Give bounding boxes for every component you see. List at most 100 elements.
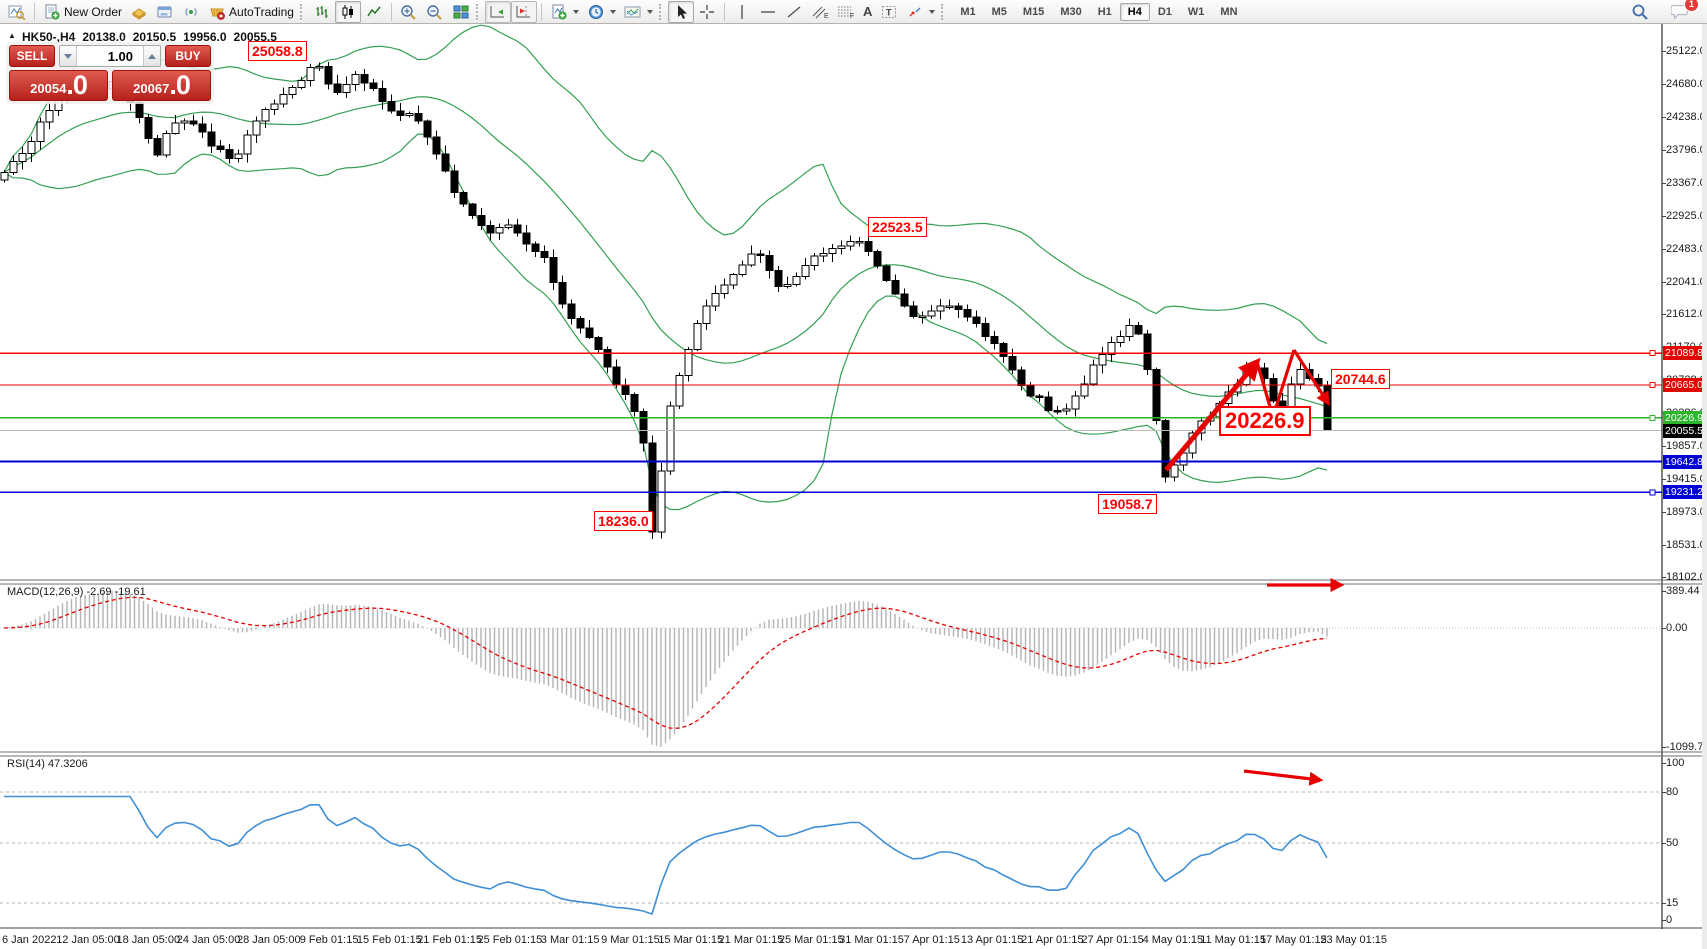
trendline-button[interactable] xyxy=(781,1,807,23)
time-axis-label[interactable]: 7 Apr 01:15 xyxy=(903,934,960,946)
time-axis-label[interactable]: 15 Mar 01:15 xyxy=(658,934,724,946)
macd-signal-line xyxy=(3,596,1328,729)
price-level-label[interactable]: 19642.8 xyxy=(1663,454,1706,469)
zoom-out-button[interactable] xyxy=(422,1,448,23)
time-axis-label[interactable]: 15 Feb 01:15 xyxy=(356,934,422,946)
indicators-button[interactable] xyxy=(546,1,583,23)
timeframe-M5[interactable]: M5 xyxy=(991,5,1007,18)
time-axis-label[interactable]: 12 Jan 05:00 xyxy=(56,934,120,946)
chart-region[interactable]: ▲ HK50-,H4 20138.0 20150.5 19956.0 20055… xyxy=(0,24,1707,949)
price-annotation-label[interactable]: 19058.7 xyxy=(1098,494,1157,514)
market-depth-button[interactable] xyxy=(126,1,152,23)
volume-decrease-button[interactable] xyxy=(60,46,77,66)
one-click-collapse-icon[interactable]: ▲ xyxy=(8,31,16,40)
zoom-out-icon xyxy=(426,4,444,20)
autotrading-button[interactable]: AutoTrading xyxy=(204,1,298,23)
price-tick-dash xyxy=(1662,577,1666,579)
price-annotation-label[interactable]: 20226.9 xyxy=(1219,406,1311,436)
vertical-line-button[interactable] xyxy=(729,1,755,23)
time-axis-label[interactable]: 13 Apr 01:15 xyxy=(960,934,1024,946)
template-icon xyxy=(624,4,642,20)
time-axis-label[interactable]: 6 Jan 2022 xyxy=(2,934,57,946)
templates-button[interactable] xyxy=(620,1,657,23)
arrows-tool-button[interactable] xyxy=(902,1,939,23)
indicator-tick-dash xyxy=(1662,591,1666,592)
timeframe-MN[interactable]: MN xyxy=(1220,5,1238,18)
fibonacci-icon: F xyxy=(837,4,855,20)
timeframe-M1[interactable]: M1 xyxy=(960,5,976,18)
time-axis-label[interactable]: 21 Feb 01:15 xyxy=(417,934,483,946)
time-axis-label[interactable]: 21 Mar 01:15 xyxy=(718,934,784,946)
time-axis-label[interactable]: 25 Feb 01:15 xyxy=(477,934,543,946)
strategy-tester-button[interactable] xyxy=(152,1,178,23)
price-annotation-label[interactable]: 18236.0 xyxy=(594,511,653,531)
price-level-label[interactable]: 19231.2 xyxy=(1663,485,1706,500)
fibonacci-button[interactable]: F xyxy=(833,1,859,23)
time-axis-label[interactable]: 27 Apr 01:15 xyxy=(1081,934,1144,946)
zoom-in-button[interactable] xyxy=(396,1,422,23)
price-annotation-label[interactable]: 25058.8 xyxy=(248,41,307,61)
price-tick-dash xyxy=(1662,478,1666,480)
time-axis-label[interactable]: 17 May 01:15 xyxy=(1260,934,1327,946)
text-label-button[interactable]: T xyxy=(876,1,902,23)
time-axis-label[interactable]: 3 Mar 01:15 xyxy=(540,934,600,946)
tile-windows-button[interactable] xyxy=(448,1,474,23)
buy-button[interactable]: BUY xyxy=(165,45,211,67)
timeframe-H4[interactable]: H4 xyxy=(1119,2,1150,21)
price-tick-dash xyxy=(1662,150,1666,152)
time-axis-label[interactable]: 25 Mar 01:15 xyxy=(778,934,844,946)
candlestick-chart-icon xyxy=(339,4,357,20)
time-axis-label[interactable]: 28 Jan 05:00 xyxy=(236,934,301,946)
time-axis-label[interactable]: 9 Mar 01:15 xyxy=(601,934,660,946)
high-value: 20150.5 xyxy=(132,30,177,44)
periods-button[interactable] xyxy=(583,1,620,23)
timeframe-M30[interactable]: M30 xyxy=(1060,5,1082,18)
dropdown-caret xyxy=(929,9,936,14)
new-order-button[interactable]: New Order xyxy=(39,1,126,23)
price-level-label[interactable]: 21089.8 xyxy=(1663,346,1706,361)
time-axis-label[interactable]: 9 Feb 01:15 xyxy=(299,934,359,946)
signals-button[interactable] xyxy=(178,1,204,23)
time-axis-label[interactable]: 23 May 01:15 xyxy=(1320,934,1387,946)
volume-input[interactable] xyxy=(77,46,143,66)
auto-scroll-icon xyxy=(489,4,507,20)
horizontal-line-button[interactable] xyxy=(755,1,781,23)
toolbar-grip xyxy=(299,3,305,20)
one-click-trading-panel: SELL BUY 20054.0 20067.0 xyxy=(6,42,214,104)
separator xyxy=(34,2,35,21)
time-axis-label[interactable]: 24 Jan 05:00 xyxy=(176,934,241,946)
search-button[interactable] xyxy=(1627,1,1653,23)
sell-button[interactable]: SELL xyxy=(9,45,55,67)
buy-price-display[interactable]: 20067.0 xyxy=(112,70,211,101)
price-level-label[interactable]: 20226.9 xyxy=(1663,410,1706,425)
crosshair-button[interactable] xyxy=(694,1,720,23)
auto-scroll-button[interactable] xyxy=(484,0,511,23)
timeframe-H1[interactable]: H1 xyxy=(1097,5,1112,18)
time-axis-label[interactable]: 31 Mar 01:15 xyxy=(839,934,904,946)
bar-chart-button[interactable] xyxy=(309,1,335,23)
price-annotation-label[interactable]: 20744.6 xyxy=(1331,369,1390,389)
channel-icon: E xyxy=(811,4,829,20)
chart-profile-button[interactable] xyxy=(4,1,30,23)
macd-histogram xyxy=(0,591,1662,747)
time-axis-label[interactable]: 11 May 01:15 xyxy=(1200,934,1267,946)
line-chart-button[interactable] xyxy=(361,1,387,23)
price-level-label[interactable]: 20055.5 xyxy=(1663,423,1706,438)
separator xyxy=(723,2,725,21)
time-axis-label[interactable]: 4 May 01:15 xyxy=(1142,934,1204,946)
cursor-button[interactable] xyxy=(667,0,694,23)
candlestick-chart-button[interactable] xyxy=(334,0,361,23)
timeframe-D1[interactable]: D1 xyxy=(1157,5,1172,18)
equidistant-channel-button[interactable]: E xyxy=(807,1,833,23)
volume-increase-button[interactable] xyxy=(143,46,160,66)
time-axis-label[interactable]: 18 Jan 05:00 xyxy=(116,934,181,946)
chart-shift-button[interactable] xyxy=(510,0,537,23)
sell-price-display[interactable]: 20054.0 xyxy=(9,70,108,101)
timeframe-M15[interactable]: M15 xyxy=(1022,5,1045,18)
notifications-button[interactable]: 1 xyxy=(1667,0,1699,23)
price-annotation-label[interactable]: 22523.5 xyxy=(868,217,927,237)
timeframe-W1[interactable]: W1 xyxy=(1187,5,1205,18)
price-level-label[interactable]: 20665.0 xyxy=(1663,377,1706,392)
text-button[interactable]: A xyxy=(859,1,876,23)
time-axis-label[interactable]: 21 Apr 01:15 xyxy=(1021,934,1084,946)
